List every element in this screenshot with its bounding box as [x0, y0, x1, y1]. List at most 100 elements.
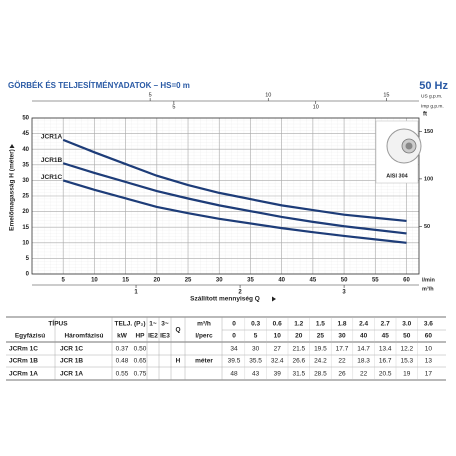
cell: 13.4	[379, 346, 392, 353]
q-value: 3.0	[402, 321, 411, 328]
x-tick-label: 45	[310, 278, 317, 284]
q-value: 3.6	[424, 321, 433, 328]
top-tick-label: 15	[383, 92, 389, 98]
q-value: 1.8	[337, 321, 346, 328]
q-value: 45	[382, 333, 390, 340]
q-value: 0.6	[273, 321, 282, 328]
q-value: 50	[403, 333, 411, 340]
q-value: 0	[232, 333, 236, 340]
cell: 0.65	[134, 358, 147, 365]
top-tick-label: 5	[149, 92, 152, 98]
x-unit: l/min	[422, 277, 435, 283]
curve	[62, 162, 407, 235]
cell: 35.5	[249, 358, 262, 365]
header: 1~	[149, 321, 157, 328]
top-axis-label: US g.p.m.	[421, 93, 442, 99]
header: TELJ. (P₂)	[114, 321, 145, 328]
y2-tick-label: 50	[424, 224, 430, 230]
curve	[62, 138, 407, 223]
x-tick-label: 20	[153, 278, 160, 284]
cell: 17	[425, 371, 433, 378]
header: 3~	[161, 321, 169, 328]
x-tick-label: 10	[91, 278, 98, 284]
model: JCRm 1A	[9, 371, 38, 378]
y-tick-label: 20	[22, 209, 29, 215]
y-tick-label: 15	[22, 225, 29, 231]
header: IE2	[148, 333, 158, 340]
x-tick-label: 35	[247, 278, 254, 284]
x-tick-label: 30	[216, 278, 223, 284]
curve	[62, 179, 407, 244]
cell: 10	[425, 346, 433, 353]
header: IE3	[160, 333, 170, 340]
cell: 43	[252, 371, 260, 378]
cell: 0.50	[134, 346, 147, 353]
q-value: 40	[360, 333, 368, 340]
cell: 19	[403, 371, 411, 378]
x-label: Szállított mennyiség Q	[190, 296, 260, 303]
cell: 12.2	[400, 346, 413, 353]
bottom-axis2-label: m³/h	[422, 285, 434, 292]
x-tick-label: 15	[122, 278, 129, 284]
y-tick-label: 30	[22, 178, 29, 184]
model: JCRm 1C	[9, 346, 38, 353]
x-tick-label: 25	[185, 278, 192, 284]
bottom-tick-label: 3	[342, 290, 346, 296]
cell: 48	[230, 371, 238, 378]
model: JCRm 1B	[9, 358, 38, 365]
top-axis-label: Imp g.p.m.	[421, 103, 444, 109]
cell: 14.7	[357, 346, 370, 353]
cell: 15.3	[400, 358, 413, 365]
header: Q	[175, 327, 180, 334]
header: m³/h	[197, 321, 211, 328]
q-value: 2.4	[359, 321, 368, 328]
header: l/perc	[195, 333, 213, 340]
x-tick-label: 5	[62, 278, 66, 284]
q-value: 20	[295, 333, 303, 340]
frequency: 50 Hz	[419, 80, 448, 92]
top-tick-label: 10	[265, 92, 271, 98]
arrow	[9, 144, 15, 148]
cell: 0.55	[116, 371, 129, 378]
inset-label: AISI 304	[386, 173, 408, 179]
q-value: 30	[338, 333, 346, 340]
y2-tick-label: 100	[424, 176, 433, 182]
pump-photo	[405, 142, 413, 150]
y-tick-label: 35	[22, 162, 29, 168]
header: kW	[117, 333, 128, 340]
x-tick-label: 50	[341, 278, 348, 284]
y2-label: ft	[423, 112, 427, 118]
header: TÍPUS	[48, 319, 68, 328]
cell: 13	[425, 358, 433, 365]
top-tick-label: 10	[313, 104, 319, 110]
cell: 39	[274, 371, 282, 378]
cell: 30	[252, 346, 260, 353]
cell: 34	[230, 346, 238, 353]
y-tick-label: 10	[22, 240, 29, 246]
cell: 0.37	[116, 346, 129, 353]
cell: 22	[338, 358, 346, 365]
model: JCR 1B	[60, 358, 83, 365]
q-value: 1.5	[316, 321, 325, 328]
cell: 20.5	[379, 371, 392, 378]
table: TÍPUS TELJ. (P₂) 1~ 3~ Qm³/h Egyfázisú Háromfá…	[6, 316, 446, 381]
y-tick-label: 25	[22, 194, 29, 200]
q-value: 0.3	[251, 321, 260, 328]
cell: 28.5	[314, 371, 327, 378]
cell: 31.5	[292, 371, 305, 378]
header: H	[176, 358, 181, 365]
cell: 24.2	[314, 358, 327, 365]
cell: 19.5	[314, 346, 327, 353]
q-value: 25	[317, 333, 325, 340]
cell: 17.7	[336, 346, 349, 353]
title: GÖRBÉK ÉS TELJESÍTMÉNYADATOK – HS=0 m	[8, 81, 190, 90]
y2-tick-label: 150	[424, 129, 433, 135]
q-value: 60	[425, 333, 433, 340]
cell: 32.4	[271, 358, 284, 365]
y-label: Emelőmagasság H (méter)	[9, 149, 16, 231]
cell: 0.75	[134, 371, 147, 378]
arrow	[272, 296, 276, 302]
model: JCR 1C	[60, 346, 83, 353]
bottom-tick-label: 2	[238, 290, 242, 296]
